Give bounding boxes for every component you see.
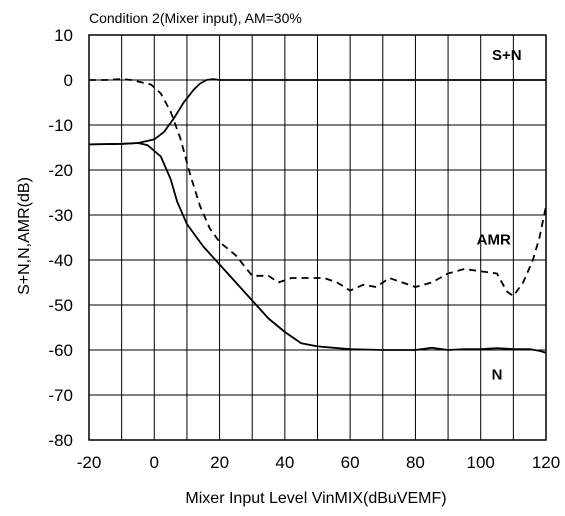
y-tick-label: -40 [48, 251, 73, 270]
y-tick-label: -80 [48, 431, 73, 450]
chart-title: Condition 2(Mixer input), AM=30% [89, 10, 302, 26]
series-layer [88, 78, 547, 354]
series-annotation: N [492, 366, 503, 383]
y-tick-label: -20 [48, 161, 73, 180]
y-tick-label: 10 [54, 26, 73, 45]
series-line-s-n [88, 78, 546, 146]
x-tick-label: 80 [406, 453, 425, 472]
y-tick-labels: 10 0 -10 -20 -30 -40 -50 -60 -70 -80 [48, 26, 73, 450]
y-tick-label: -30 [48, 206, 73, 225]
plot-frame [88, 34, 547, 441]
x-tick-label: 40 [275, 453, 294, 472]
x-tick-label: -20 [77, 453, 102, 472]
y-tick-label: 0 [64, 71, 73, 90]
y-tick-label: -50 [48, 296, 73, 315]
y-tick-label: -60 [48, 341, 73, 360]
series-annotation: S+N [492, 47, 522, 64]
x-tick-label: 20 [210, 453, 229, 472]
x-tick-label: 120 [532, 453, 560, 472]
series-annotations: S+N AMR N [477, 47, 522, 384]
x-tick-labels: -20 0 20 40 60 80 100 120 [77, 453, 560, 472]
y-axis-label: S+N,N,AMR(dB) [16, 177, 33, 295]
x-tick-label: 100 [467, 453, 495, 472]
y-tick-label: -10 [48, 116, 73, 135]
x-tick-label: 60 [341, 453, 360, 472]
series-line-n [88, 142, 547, 354]
x-axis-label: Mixer Input Level VinMIX(dBuVEMF) [185, 490, 446, 507]
series-line-amr [89, 78, 547, 297]
x-tick-label: 0 [150, 453, 159, 472]
series-annotation: AMR [477, 231, 511, 248]
y-tick-label: -70 [48, 386, 73, 405]
